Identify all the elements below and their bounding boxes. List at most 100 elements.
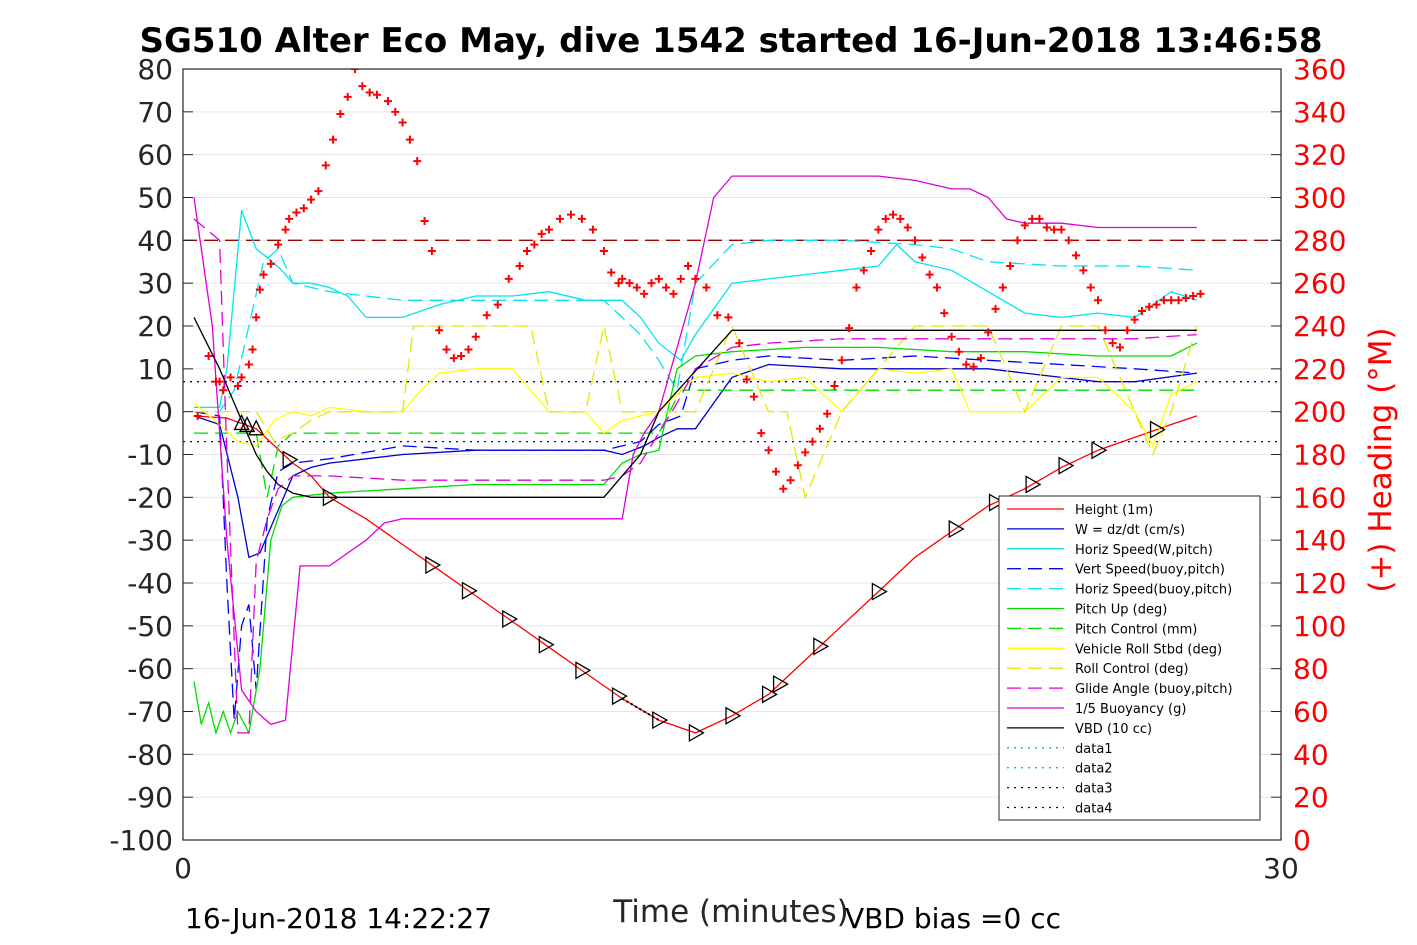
heading-point (1167, 296, 1176, 305)
heading-point (1079, 266, 1088, 275)
legend-label: Pitch Control (mm) (1075, 622, 1197, 637)
heading-point (991, 304, 1000, 313)
height-marker (282, 450, 299, 469)
height-marker (322, 488, 339, 507)
series-layer (183, 175, 1281, 743)
heading-point (193, 411, 202, 420)
y-tick-label: -40 (127, 567, 173, 600)
heading-point (398, 118, 407, 127)
heading-point (299, 204, 308, 213)
heading-point (457, 351, 466, 360)
heading-point (343, 92, 352, 101)
heading-point (640, 289, 649, 298)
heading-point (215, 377, 224, 386)
heading-point (1057, 225, 1066, 234)
height-marker (652, 710, 669, 730)
heading-point (321, 161, 330, 170)
heading-point (285, 214, 294, 223)
heading-point (1035, 214, 1044, 223)
heading-point (281, 225, 290, 234)
legend-label: Horiz Speed(W,pitch) (1075, 543, 1213, 558)
legend-label: Height (1m) (1075, 503, 1153, 518)
legend-label: data3 (1075, 782, 1113, 797)
heading-point (823, 409, 832, 418)
heading-point (1064, 236, 1073, 245)
y-tick-label: -70 (127, 696, 173, 729)
height-marker (1058, 456, 1075, 475)
height-marker (948, 519, 965, 539)
series-horiz (194, 210, 1198, 409)
heading-point (255, 285, 264, 294)
legend-label: Vehicle Roll Stbd (deg) (1075, 642, 1222, 657)
height-marker (1149, 420, 1166, 439)
heading-point (351, 69, 360, 73)
y-right-tick-label: 120 (1293, 567, 1346, 600)
heading-point (405, 135, 414, 144)
heading-point (859, 266, 868, 275)
y-right-tick-label: 280 (1293, 224, 1346, 257)
heading-point (669, 289, 678, 298)
y-right-tick-label: 180 (1293, 439, 1346, 472)
legend-label: Pitch Up (deg) (1075, 603, 1167, 618)
heading-point (1130, 315, 1139, 324)
y-right-tick-label: 60 (1293, 696, 1329, 729)
heading-point (1020, 221, 1029, 230)
legend-label: Vert Speed(buoy,pitch) (1075, 563, 1225, 578)
y-tick-label: -80 (127, 738, 173, 771)
height-marker (461, 581, 478, 600)
y-right-tick-label: 200 (1293, 396, 1346, 429)
y-tick-label: 0 (155, 396, 173, 429)
heading-point (1137, 307, 1146, 316)
heading-point (654, 274, 663, 283)
y-right-tick-label: 160 (1293, 481, 1346, 514)
footer-timestamp: 16-Jun-2018 14:22:27 (185, 902, 492, 935)
heading-point (504, 274, 513, 283)
legend-label: Horiz Speed(buoy,pitch) (1075, 583, 1232, 598)
heading-point (545, 225, 553, 234)
y-right-tick-label: 100 (1293, 610, 1346, 643)
heading-point (1072, 251, 1081, 260)
heading-point (555, 214, 564, 223)
heading-point (830, 381, 839, 390)
y-tick-label: -50 (127, 610, 173, 643)
heading-point (1181, 294, 1190, 303)
y-right-tick-label: 360 (1293, 53, 1346, 86)
y-tick-label: -30 (127, 524, 173, 557)
heading-point (625, 279, 634, 288)
heading-point (252, 313, 261, 322)
heading-point (1094, 296, 1102, 305)
heading-point (984, 328, 993, 337)
y-right-tick-label: 220 (1293, 353, 1346, 386)
heading-point (837, 356, 846, 365)
heading-point (248, 345, 257, 354)
height-marker (538, 635, 555, 654)
heading-point (969, 362, 978, 371)
heading-point (808, 437, 817, 446)
heading-point (274, 240, 283, 249)
heading-point (976, 354, 985, 363)
heading-point (947, 332, 956, 341)
height-marker (611, 686, 628, 706)
heading-point (259, 270, 268, 279)
height-marker (988, 493, 1005, 512)
legend-label: W = dz/dt (cm/s) (1075, 523, 1185, 538)
y-tick-label: 20 (137, 310, 173, 343)
heading-point (925, 270, 934, 279)
heading-point (219, 386, 228, 395)
heading-point (1123, 326, 1132, 335)
heading-point (852, 283, 861, 292)
heading-point (684, 262, 693, 271)
heading-point (292, 208, 301, 217)
height-marker (761, 685, 778, 704)
heading-point (233, 381, 242, 390)
legend: Height (1m) W = dz/dt (cm/s) Horiz Speed(W… (998, 495, 1261, 821)
heading-point (442, 345, 451, 354)
heading-point (244, 360, 253, 369)
heading-point (1174, 296, 1183, 305)
heading-point (336, 109, 345, 118)
heading-point (911, 236, 919, 245)
y-tick-label: -10 (127, 439, 173, 472)
height-marker (1025, 475, 1042, 494)
heading-point (314, 187, 323, 196)
